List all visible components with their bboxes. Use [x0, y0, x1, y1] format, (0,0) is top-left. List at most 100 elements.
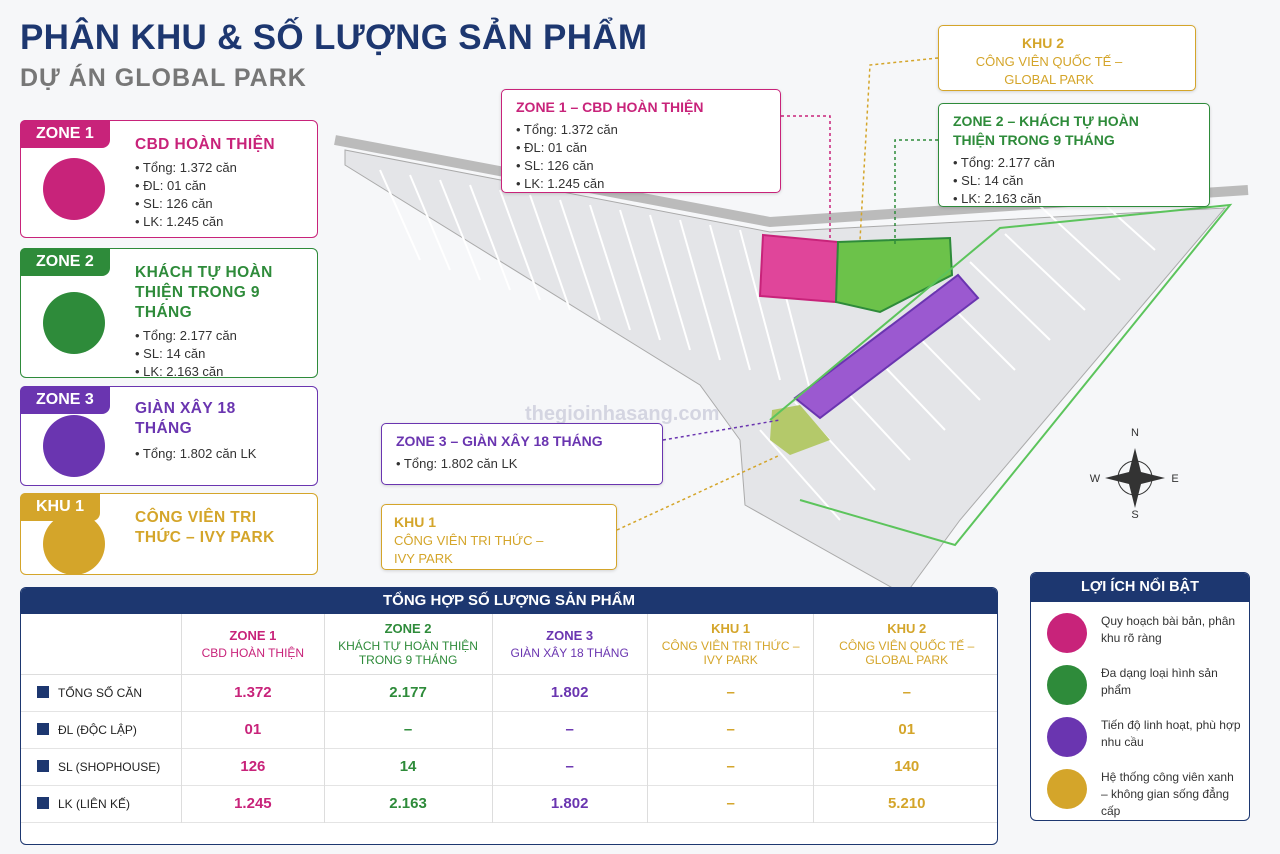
- table-cell: 14: [323, 748, 493, 785]
- callout: KHU 2 CÔNG VIÊN QUỐC TẾ – GLOBAL PARK: [938, 25, 1196, 91]
- street: [1039, 205, 1121, 281]
- callout-title: ZONE 3 – GIÀN XÂY 18 THÁNG: [396, 433, 603, 449]
- column-sub: CÔNG VIÊN TRI THỨC – IVY PARK: [661, 638, 800, 667]
- table-cell: 01: [813, 711, 997, 748]
- compass-label: S: [1131, 509, 1138, 521]
- row-label-cell: TỔNG SỐ CĂN: [21, 674, 182, 711]
- zone-tag: ZONE 1: [20, 120, 110, 148]
- column-sub: KHÁCH TỰ HOÀN THIỆN TRONG 9 THÁNG: [338, 638, 478, 667]
- row-label-cell: SL (SHOPHOUSE): [21, 748, 182, 785]
- street: [379, 169, 421, 261]
- callout-line: • Tổng: 1.372 căn: [516, 122, 618, 137]
- connector: [781, 115, 831, 238]
- callout: ZONE 3 – GIÀN XÂY 18 THÁNG • Tổng: 1.802 …: [381, 423, 663, 485]
- zone-line: • ĐL: 01 căn: [135, 178, 207, 193]
- summary-table: TỔNG HỢP SỐ LƯỢNG SẢN PHẨM ZONE 1 CBD HOÀN…: [20, 587, 998, 845]
- street: [739, 229, 781, 381]
- callout: ZONE 1 – CBD HOÀN THIỆN • Tổng: 1.372 căn…: [501, 89, 781, 193]
- zone-line: • Tổng: 1.802 căn LK: [135, 446, 257, 461]
- benefit-text: Quy hoạch bài bản, phân khu rõ ràng: [1101, 614, 1236, 645]
- table-row: TỔNG SỐ CĂN 1.372 2.177 1.802– –: [21, 674, 997, 711]
- street: [559, 199, 601, 321]
- street: [709, 224, 751, 371]
- column-header: KHU 1 CÔNG VIÊN TRI THỨC – IVY PARK: [646, 614, 814, 674]
- row-label: LK (LIÊN KẾ): [58, 796, 131, 811]
- connector: [662, 419, 781, 441]
- street: [679, 219, 721, 361]
- corner-cell: [21, 614, 182, 674]
- benefits-title: LỢI ÍCH NỔI BẬT: [1031, 573, 1249, 602]
- callout-line: • Tổng: 2.177 căn: [953, 155, 1055, 170]
- benefit-icon: [1047, 665, 1087, 705]
- street: [1004, 233, 1086, 311]
- street: [439, 179, 481, 281]
- table-cell: –: [646, 711, 814, 748]
- table-cell: –: [323, 711, 493, 748]
- table-row: ĐL (ĐỘC LẬP) 01– – –01: [21, 711, 997, 748]
- callout: ZONE 2 – KHÁCH TỰ HOÀN THIỆN TRONG 9 THÁ…: [938, 103, 1210, 207]
- zone-title: CÔNG VIÊN TRI THỨC – IVY PARK: [135, 509, 275, 546]
- table-cell: 126: [181, 748, 325, 785]
- row-icon: [37, 685, 49, 698]
- street: [469, 184, 511, 291]
- zone-icon: [43, 513, 105, 575]
- callout-line: • LK: 1.245 căn: [516, 176, 605, 191]
- zone-tag: ZONE 2: [20, 248, 110, 276]
- zone-title: GIÀN XÂY 18 THÁNG: [135, 400, 236, 437]
- table-cell: –: [813, 674, 997, 711]
- table-cell: –: [491, 711, 648, 748]
- callout-line: • LK: 2.163 căn: [953, 191, 1042, 206]
- benefit-icon: [1047, 717, 1087, 757]
- callout-line: • SL: 126 căn: [516, 158, 594, 173]
- page-subtitle: DỰ ÁN GLOBAL PARK: [20, 64, 307, 92]
- benefits-panel: LỢI ÍCH NỔI BẬT Quy hoạch bài bản, phân k…: [1030, 572, 1250, 821]
- street: [499, 189, 541, 301]
- zone-line: • SL: 126 căn: [135, 196, 213, 211]
- table-cell: 1.802: [491, 785, 648, 822]
- zone-line: • Tổng: 1.372 căn: [135, 160, 237, 175]
- connector: [859, 57, 939, 241]
- zone-3-area: [793, 273, 980, 420]
- column-header: ZONE 2 KHÁCH TỰ HOÀN THIỆN TRONG 9 THÁNG: [323, 614, 493, 674]
- zone-line: • LK: 1.245 căn: [135, 214, 224, 229]
- page-title: PHÂN KHU & SỐ LƯỢNG SẢN PHẨM: [20, 18, 648, 57]
- zone-card: ZONE 1 CBD HOÀN THIỆN • Tổng: 1.372 căn • Đ…: [20, 120, 318, 238]
- benefit-text: Đa dạng loại hình sản phẩm: [1101, 666, 1218, 697]
- table-cell: 01: [181, 711, 325, 748]
- zone-card: ZONE 3 GIÀN XÂY 18 THÁNG • Tổng: 1.802 căn…: [20, 386, 318, 486]
- column-sub: CÔNG VIÊN QUỐC TẾ – GLOBAL PARK: [839, 638, 975, 667]
- callout-title: KHU 1: [394, 514, 437, 530]
- table-cell: 1.245: [181, 785, 325, 822]
- table-cell: 5.210: [813, 785, 997, 822]
- street: [589, 204, 631, 331]
- table-grid: ZONE 1 CBD HOÀN THIỆN ZONE 2 KHÁCH TỰ HOÀN …: [21, 614, 997, 823]
- street: [619, 209, 661, 341]
- street: [409, 174, 451, 271]
- column-sub: CBD HOÀN THIỆN: [201, 645, 305, 660]
- zone-icon: [43, 415, 105, 477]
- row-label: SL (SHOPHOUSE): [58, 759, 161, 774]
- table-cell: 140: [813, 748, 997, 785]
- connector: [894, 139, 938, 245]
- table-cell: –: [646, 748, 814, 785]
- column-name: ZONE 1: [229, 627, 277, 643]
- table-cell: –: [646, 785, 814, 822]
- zone-line: • Tổng: 2.177 căn: [135, 328, 237, 343]
- table-row: LK (LIÊN KẾ) 1.245 2.163 1.802–5.210: [21, 785, 997, 822]
- callout-title: ZONE 2 – KHÁCH TỰ HOÀN THIỆN TRONG 9 THÁ…: [953, 113, 1139, 148]
- row-icon: [37, 722, 49, 735]
- row-label-cell: ĐL (ĐỘC LẬP): [21, 711, 182, 748]
- zone-2-area: [834, 236, 954, 314]
- table-row: SL (SHOPHOUSE) 126 14– –140: [21, 748, 997, 785]
- row-label: ĐL (ĐỘC LẬP): [58, 722, 137, 737]
- column-sub: GIÀN XÂY 18 THÁNG: [510, 645, 629, 660]
- zone-icon: [43, 158, 105, 220]
- khu-1-area: [770, 405, 830, 455]
- row-icon: [37, 759, 49, 772]
- street: [759, 429, 841, 521]
- callout-subtitle: CÔNG VIÊN QUỐC TẾ – GLOBAL PARK: [975, 54, 1123, 87]
- zone-line: • SL: 14 căn: [135, 346, 206, 361]
- callout-subtitle: CÔNG VIÊN TRI THỨC – IVY PARK: [394, 533, 544, 566]
- callout-line: • ĐL: 01 căn: [516, 140, 588, 155]
